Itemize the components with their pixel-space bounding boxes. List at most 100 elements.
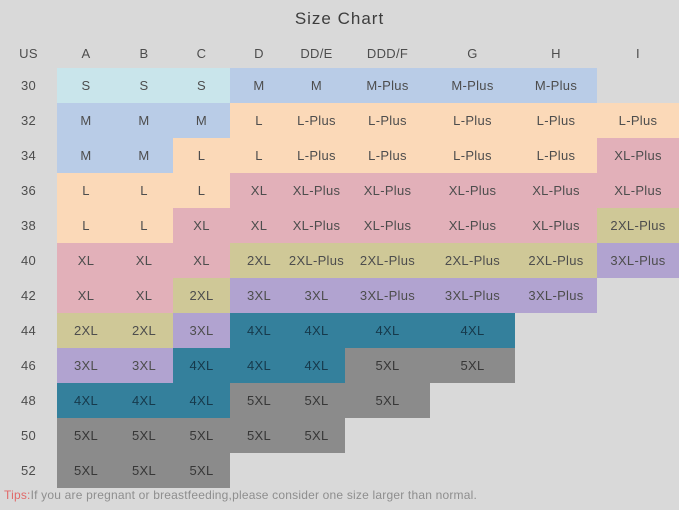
size-cell: L: [57, 173, 115, 208]
size-cell: 4XL: [230, 348, 288, 383]
row-label-40: 40: [20, 253, 37, 268]
row-label-30: 30: [20, 78, 37, 93]
empty-cell: [515, 313, 597, 348]
column-header-g: G: [467, 45, 478, 61]
tips-text: If you are pregnant or breastfeeding,ple…: [30, 488, 478, 502]
size-cell: L: [57, 208, 115, 243]
size-cell: XL: [173, 208, 230, 243]
size-cell: L: [173, 138, 230, 173]
size-cell: L-Plus: [345, 103, 430, 138]
column-header-d: D: [254, 45, 264, 61]
empty-cell: [597, 313, 679, 348]
empty-cell: [515, 453, 597, 488]
size-cell: M: [173, 103, 230, 138]
size-cell: L: [230, 138, 288, 173]
empty-cell: [345, 418, 430, 453]
empty-cell: [597, 383, 679, 418]
size-cell: 5XL: [57, 453, 115, 488]
empty-cell: [515, 383, 597, 418]
row-label-32: 32: [20, 113, 37, 128]
size-cell: XL: [173, 243, 230, 278]
row-label-38: 38: [20, 218, 37, 233]
size-cell: 3XL: [230, 278, 288, 313]
size-cell: M: [115, 103, 173, 138]
size-cell: XL-Plus: [597, 138, 679, 173]
size-cell: 5XL: [173, 453, 230, 488]
size-cell: 2XL: [230, 243, 288, 278]
size-cell: 4XL: [230, 313, 288, 348]
empty-cell: [597, 418, 679, 453]
row-label-48: 48: [20, 393, 37, 408]
empty-cell: [597, 68, 679, 103]
column-header-h: H: [551, 45, 561, 61]
size-cell: XL: [57, 278, 115, 313]
row-label-52: 52: [20, 463, 37, 478]
empty-cell: [430, 453, 515, 488]
size-cell: M: [115, 138, 173, 173]
size-cell: L: [173, 173, 230, 208]
size-cell: L-Plus: [345, 138, 430, 173]
size-cell: 3XL-Plus: [345, 278, 430, 313]
size-cell: 5XL: [288, 383, 345, 418]
size-cell: XL-Plus: [288, 208, 345, 243]
size-cell: 5XL: [57, 418, 115, 453]
size-cell: L-Plus: [597, 103, 679, 138]
column-header-ddd-f: DDD/F: [366, 45, 409, 61]
size-cell: 4XL: [288, 313, 345, 348]
empty-cell: [345, 453, 430, 488]
size-cell: 2XL-Plus: [597, 208, 679, 243]
column-header-c: C: [196, 45, 207, 61]
size-cell: S: [173, 68, 230, 103]
size-cell: 2XL-Plus: [515, 243, 597, 278]
size-cell: 2XL: [57, 313, 115, 348]
row-label-50: 50: [20, 428, 37, 443]
size-cell: L: [115, 208, 173, 243]
size-cell: L-Plus: [288, 103, 345, 138]
size-cell: 4XL: [430, 313, 515, 348]
size-cell: L: [115, 173, 173, 208]
size-cell: 4XL: [173, 348, 230, 383]
size-cell: 3XL-Plus: [430, 278, 515, 313]
column-header-b: B: [139, 45, 149, 61]
size-cell: XL-Plus: [430, 208, 515, 243]
size-cell: 4XL: [57, 383, 115, 418]
size-cell: L-Plus: [430, 103, 515, 138]
size-cell: 2XL: [115, 313, 173, 348]
size-cell: 2XL: [173, 278, 230, 313]
size-cell: 4XL: [173, 383, 230, 418]
size-cell: 2XL-Plus: [345, 243, 430, 278]
tips-label: Tips:: [4, 488, 31, 502]
empty-cell: [515, 418, 597, 453]
size-cell: 5XL: [230, 383, 288, 418]
size-cell: 2XL-Plus: [288, 243, 345, 278]
size-cell: 5XL: [115, 453, 173, 488]
size-cell: M-Plus: [430, 68, 515, 103]
row-label-34: 34: [20, 148, 37, 163]
size-cell: M-Plus: [515, 68, 597, 103]
empty-cell: [430, 418, 515, 453]
size-cell: M-Plus: [345, 68, 430, 103]
size-cell: 5XL: [345, 348, 430, 383]
size-cell: 5XL: [288, 418, 345, 453]
size-cell: 5XL: [430, 348, 515, 383]
size-cell: 4XL: [345, 313, 430, 348]
size-cell: L-Plus: [515, 103, 597, 138]
size-cell: 4XL: [115, 383, 173, 418]
size-cell: S: [57, 68, 115, 103]
size-cell: 3XL: [173, 313, 230, 348]
size-cell: 3XL: [57, 348, 115, 383]
row-label-44: 44: [20, 323, 37, 338]
size-cell: L: [230, 103, 288, 138]
size-cell: L-Plus: [288, 138, 345, 173]
size-cell: XL-Plus: [515, 173, 597, 208]
size-cell: XL-Plus: [288, 173, 345, 208]
size-cell: XL: [115, 278, 173, 313]
empty-cell: [430, 383, 515, 418]
size-cell: 4XL: [288, 348, 345, 383]
empty-cell: [597, 348, 679, 383]
row-label-36: 36: [20, 183, 37, 198]
column-header-us: US: [19, 45, 38, 61]
size-cell: XL-Plus: [597, 173, 679, 208]
size-cell: 2XL-Plus: [430, 243, 515, 278]
